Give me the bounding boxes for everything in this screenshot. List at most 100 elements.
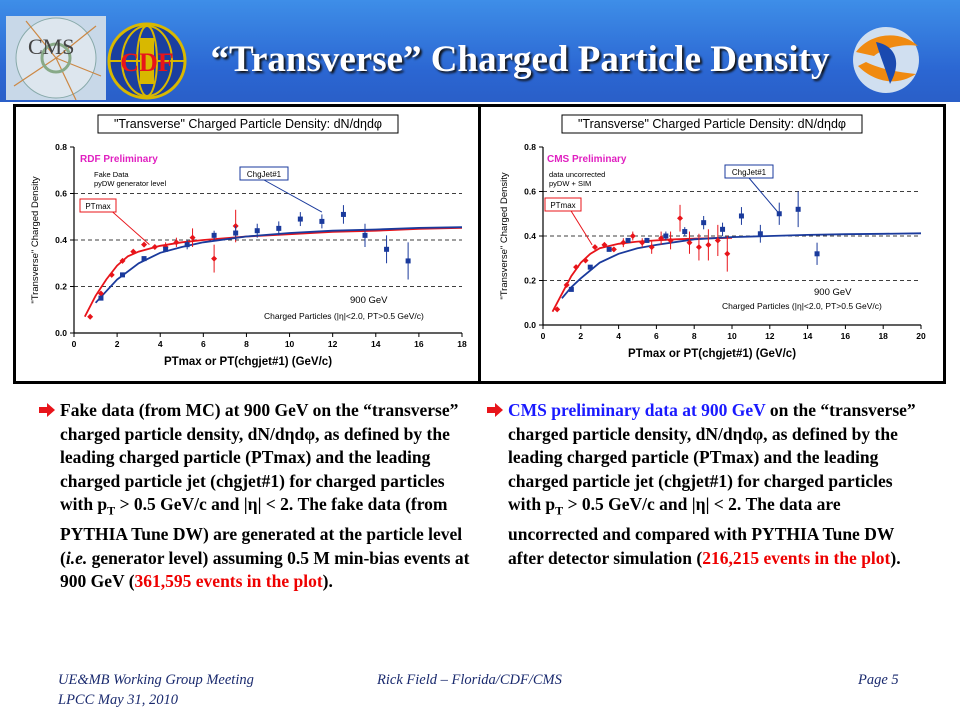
- energy-label: 900 GeV: [350, 295, 388, 306]
- arrow-bullet-icon: [39, 403, 55, 417]
- callout-chgjet-leader: [263, 179, 323, 213]
- slide-title: “Transverse” Charged Particle Density: [210, 39, 830, 80]
- data-point-chgjet: [163, 246, 169, 252]
- curve-ptmax-curve: [84, 227, 463, 318]
- callout-chgjet-label: ChgJet#1: [247, 170, 282, 179]
- callout-chgjet-label: ChgJet#1: [732, 168, 767, 177]
- data-point-ptmax: [173, 239, 180, 246]
- x-tick-label: 16: [841, 331, 851, 341]
- data-point-ptmax: [582, 257, 589, 264]
- florida-logo: [853, 27, 919, 93]
- data-point-chgjet: [297, 216, 303, 222]
- chart-title-box: [97, 114, 399, 134]
- callout-ptmax-box: [79, 198, 117, 213]
- data-point-ptmax: [677, 215, 684, 222]
- data-point-ptmax: [151, 243, 158, 250]
- data-point-ptmax: [639, 239, 646, 246]
- footer-meeting: UE&MB Working Group Meeting: [58, 672, 254, 688]
- chart-left: "Transverse" Charged Particle Density: d…: [30, 114, 467, 368]
- data-point-ptmax: [87, 313, 94, 320]
- footer-date: LPCC May 31, 2010: [58, 692, 179, 708]
- x-tick-label: 8: [244, 339, 249, 349]
- data-point-chgjet: [384, 246, 390, 252]
- data-point-chgjet: [141, 256, 147, 262]
- left-text-sub: T: [107, 503, 116, 518]
- cdf-logo: CDF: [107, 22, 187, 100]
- x-tick-label: 10: [727, 331, 737, 341]
- y-tick-label: 0.8: [524, 142, 536, 152]
- left-text-1: Fake data (from MC) at 900 GeV on the “t…: [60, 400, 459, 514]
- y-tick-label: 0.2: [524, 276, 536, 286]
- energy-label: 900 GeV: [814, 287, 852, 298]
- x-tick-label: 4: [616, 331, 621, 341]
- x-axis-label: PTmax or PT(chgjet#1) (GeV/c): [628, 348, 796, 360]
- data-point-ptmax: [667, 237, 674, 244]
- right-description: CMS preliminary data at 900 GeV on the “…: [487, 399, 922, 570]
- y-tick-label: 0.8: [55, 142, 67, 152]
- data-point-ptmax: [658, 235, 665, 242]
- data-point-ptmax: [119, 257, 126, 264]
- data-point-chgjet: [625, 237, 631, 243]
- curve-chgjet-1-curve: [561, 232, 922, 299]
- data-point-ptmax: [591, 244, 598, 251]
- callout-ptmax-label: PTmax: [550, 201, 575, 210]
- chart-panel-right: "Transverse" Charged Particle Density: d…: [478, 104, 946, 384]
- left-text-red: 361,595 events in the plot: [134, 571, 323, 591]
- callout-chgjet-leader: [748, 177, 780, 215]
- data-point-chgjet: [663, 233, 669, 239]
- note-line-1: data uncorrected: [549, 170, 605, 179]
- data-point-chgjet: [98, 295, 104, 301]
- data-point-ptmax: [601, 241, 608, 248]
- y-tick-label: 0.4: [524, 231, 536, 241]
- data-point-ptmax: [629, 233, 636, 239]
- note-line-2: pyDW + SIM: [549, 179, 591, 188]
- data-point-ptmax: [610, 246, 617, 253]
- data-point-ptmax: [695, 244, 702, 251]
- data-point-ptmax: [648, 244, 655, 251]
- chart-title-box: [561, 114, 863, 134]
- right-text-red: 216,215 events in the plot: [702, 547, 891, 568]
- callout-chgjet-box: [724, 164, 774, 179]
- left-description: Fake data (from MC) at 900 GeV on the “t…: [39, 399, 470, 594]
- x-tick-label: 18: [878, 331, 888, 341]
- data-point-chgjet: [757, 231, 763, 237]
- data-point-chgjet: [233, 230, 239, 236]
- x-tick-label: 14: [803, 331, 813, 341]
- note-line-1: Fake Data: [94, 170, 129, 179]
- x-tick-label: 20: [916, 331, 926, 341]
- data-point-ptmax: [724, 250, 731, 257]
- cuts-label: Charged Particles (|η|<2.0, PT>0.5 GeV/c…: [722, 301, 882, 311]
- right-text-sub: T: [555, 503, 564, 518]
- x-tick-label: 8: [692, 331, 697, 341]
- callout-ptmax-box: [544, 197, 582, 212]
- x-tick-label: 12: [328, 339, 338, 349]
- data-point-chgjet: [814, 251, 820, 257]
- left-text-3: generator level) assuming 0.5 M min-bias…: [60, 547, 470, 592]
- data-point-ptmax: [620, 239, 627, 246]
- right-text-1: on the “transverse” charged particle den…: [508, 400, 916, 514]
- footer-author: Rick Field – Florida/CDF/CMS: [377, 672, 562, 688]
- data-point-chgjet: [254, 228, 260, 234]
- data-point-ptmax: [108, 271, 115, 278]
- cms-logo-text: CMS: [28, 34, 74, 59]
- footer-page: Page 5: [858, 672, 899, 688]
- x-tick-label: 10: [285, 339, 295, 349]
- data-point-chgjet: [319, 218, 325, 224]
- x-tick-label: 16: [414, 339, 424, 349]
- data-point-ptmax: [705, 241, 712, 248]
- right-text-3: ).: [890, 547, 901, 568]
- chart-panel-left: "Transverse" Charged Particle Density: d…: [13, 104, 483, 384]
- note-line-2: pyDW generator level: [94, 179, 166, 188]
- curve-ptmax-curve: [551, 236, 733, 313]
- y-tick-label: 0.0: [55, 328, 67, 338]
- left-text-4: ).: [322, 571, 333, 591]
- data-point-chgjet: [795, 206, 801, 212]
- cms-logo: CMS: [6, 16, 106, 100]
- x-tick-label: 14: [371, 339, 381, 349]
- chart-title: "Transverse" Charged Particle Density: d…: [114, 117, 382, 131]
- x-axis-label: PTmax or PT(chgjet#1) (GeV/c): [164, 356, 332, 368]
- x-tick-label: 18: [457, 339, 467, 349]
- y-tick-label: 0.2: [55, 282, 67, 292]
- y-tick-label: 0.6: [524, 187, 536, 197]
- chart-right: "Transverse" Charged Particle Density: d…: [499, 114, 926, 360]
